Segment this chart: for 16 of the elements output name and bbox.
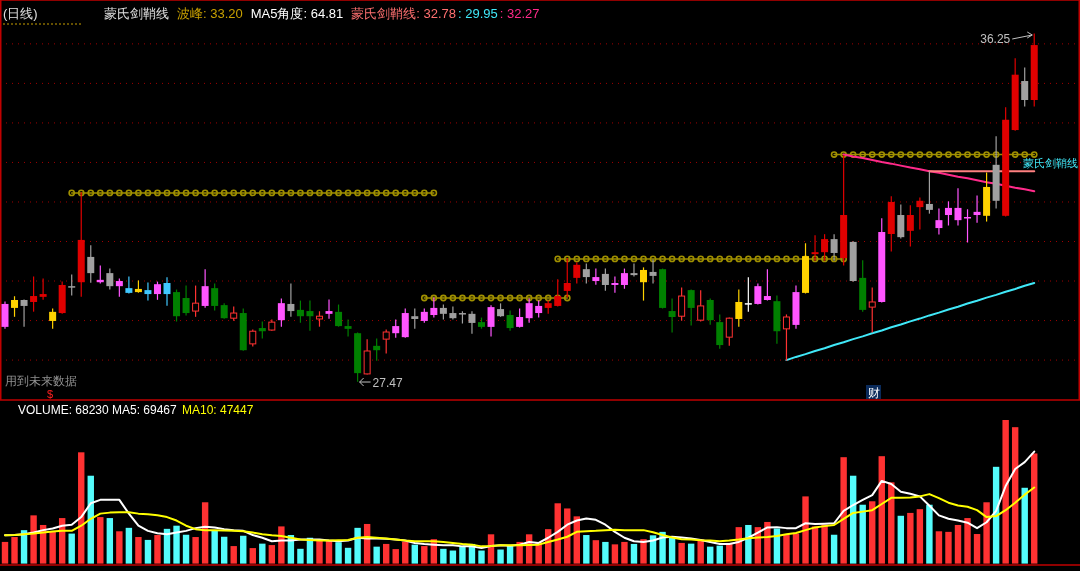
annotation: 27.47 — [372, 376, 403, 391]
annotation: MA5角度: 64.81 — [250, 6, 344, 21]
annotation: $ — [46, 388, 54, 400]
annotation: 用到未来数据 — [5, 374, 77, 388]
annotation: 财 — [867, 386, 880, 400]
annotation: 蒙氏剑鞘线: 32.78 — [351, 6, 457, 21]
annotation: 蒙氏剑鞘线 — [104, 6, 169, 21]
annotation: : 32.27 — [499, 6, 540, 21]
text: (日线) — [3, 6, 38, 21]
annotation: 波峰: 33.20 — [177, 6, 243, 21]
annotation: 蒙氏剑鞘线 — [1023, 157, 1078, 170]
annotation: : 29.95 — [458, 6, 498, 21]
text: MA10: 47447 — [182, 403, 254, 417]
annotation: 36.25 — [980, 31, 1011, 46]
text: MA5: 69467 — [112, 403, 178, 417]
text: VOLUME: 68230 — [18, 403, 110, 417]
